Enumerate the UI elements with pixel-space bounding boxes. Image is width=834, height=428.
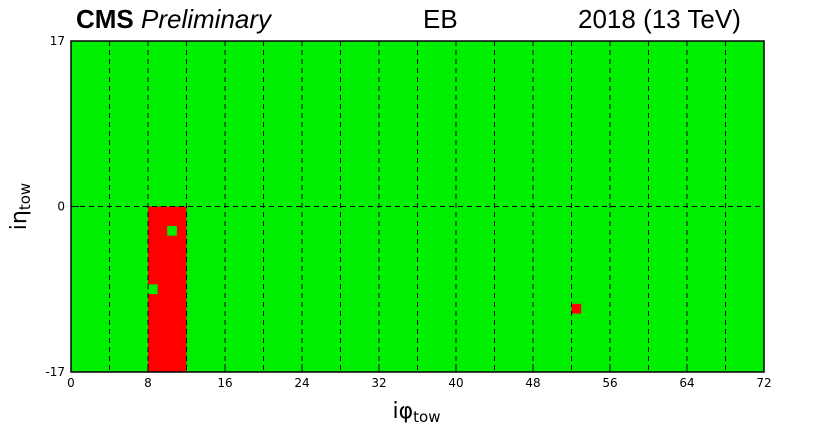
status-label: Preliminary <box>141 4 272 34</box>
title-bar: CMS Preliminary EB 2018 (13 TeV) <box>0 0 834 40</box>
x-tick-label: 0 <box>67 376 75 390</box>
x-axis-title-sub: tow <box>413 408 440 426</box>
heatmap-region-good-1 <box>167 225 177 236</box>
y-tick-label: -17 <box>45 365 65 379</box>
x-tick-label: 64 <box>679 376 694 390</box>
heatmap-region-good-2 <box>148 284 158 295</box>
x-tick-label: 48 <box>525 376 540 390</box>
x-tick-label: 16 <box>217 376 232 390</box>
region-label: EB <box>423 4 458 34</box>
y-axis-title: iηtow <box>7 183 34 230</box>
y-axis-title-main: iη <box>7 210 32 230</box>
x-axis-title-main: iφ <box>393 399 414 424</box>
x-tick-label: 32 <box>371 376 386 390</box>
x-tick-label: 56 <box>602 376 617 390</box>
heatmap-region-bad-3 <box>571 303 582 314</box>
x-tick-label: 24 <box>294 376 309 390</box>
x-tick-label: 40 <box>448 376 463 390</box>
x-tick-label: 72 <box>756 376 771 390</box>
x-axis-title: iφtow <box>393 399 441 426</box>
experiment-name: CMS <box>76 4 134 34</box>
y-tick-label: 0 <box>57 200 65 214</box>
y-axis-title-sub: tow <box>16 183 34 210</box>
x-tick-label: 8 <box>144 376 152 390</box>
y-tick-label: 17 <box>50 34 65 48</box>
grid-lines <box>71 41 764 372</box>
experiment-label: CMS Preliminary <box>76 4 271 34</box>
run-info-label: 2018 (13 TeV) <box>578 4 741 34</box>
